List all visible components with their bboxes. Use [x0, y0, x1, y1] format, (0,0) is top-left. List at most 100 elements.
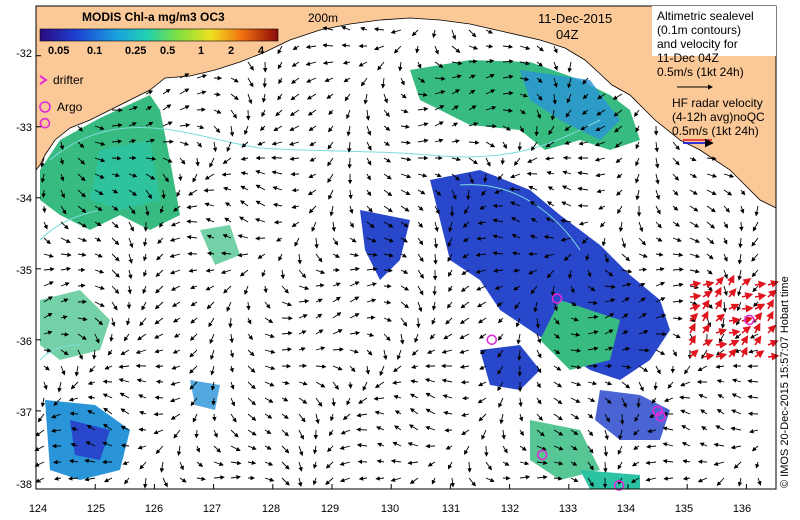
- altimetry-legend-line: (0.1m contours): [657, 23, 742, 37]
- velocity-arrow: [655, 237, 663, 242]
- velocity-arrow: [752, 285, 759, 293]
- velocity-arrow: [87, 380, 96, 386]
- velocity-arrow: [332, 365, 343, 371]
- velocity-arrow: [417, 138, 429, 144]
- velocity-arrow: [349, 221, 355, 228]
- velocity-arrow: [247, 317, 252, 325]
- velocity-arrow: [459, 364, 470, 369]
- velocity-arrow: [315, 364, 327, 369]
- velocity-arrow: [383, 189, 393, 197]
- velocity-arrow: [43, 312, 53, 319]
- velocity-arrow: [309, 157, 317, 162]
- velocity-arrow: [434, 105, 445, 111]
- velocity-arrow: [135, 349, 147, 355]
- velocity-arrow: [189, 349, 198, 358]
- velocity-arrow: [139, 317, 147, 327]
- velocity-arrow: [221, 251, 232, 256]
- velocity-arrow: [230, 109, 237, 119]
- velocity-arrow: [60, 205, 67, 215]
- velocity-arrow: [393, 394, 402, 400]
- velocity-arrow: [366, 237, 377, 243]
- y-tick-label: -37: [16, 407, 32, 419]
- velocity-arrow: [502, 59, 514, 64]
- velocity-arrow: [87, 395, 96, 400]
- velocity-arrow: [464, 205, 470, 215]
- velocity-arrow: [468, 105, 477, 111]
- velocity-arrow: [655, 349, 666, 355]
- velocity-arrow: [621, 237, 626, 249]
- velocity-arrow: [645, 460, 657, 465]
- velocity-arrow: [169, 253, 181, 258]
- velocity-arrow: [672, 282, 684, 288]
- velocity-arrow: [638, 237, 647, 246]
- velocity-arrow: [60, 349, 69, 356]
- velocity-arrow: [142, 237, 148, 247]
- velocity-arrow: [373, 45, 385, 51]
- velocity-arrow: [128, 189, 137, 196]
- velocity-arrow: [417, 77, 426, 83]
- velocity-arrow: [393, 365, 402, 373]
- velocity-arrow: [617, 461, 623, 470]
- velocity-arrow: [654, 141, 659, 153]
- velocity-arrow: [485, 89, 496, 95]
- velocity-arrow: [417, 237, 424, 246]
- velocity-arrow: [451, 89, 460, 95]
- velocity-arrow: [356, 412, 368, 418]
- velocity-arrow: [485, 477, 495, 483]
- velocity-arrow: [211, 397, 216, 406]
- velocity-arrow: [442, 394, 453, 399]
- velocity-arrow: [145, 138, 156, 143]
- velocity-arrow: [128, 106, 139, 111]
- velocity-arrow: [77, 205, 87, 213]
- velocity-arrow: [434, 61, 444, 68]
- velocity-arrow: [638, 348, 650, 353]
- velocity-arrow: [701, 426, 708, 431]
- velocity-arrow: [277, 93, 283, 101]
- velocity-arrow: [587, 477, 594, 487]
- velocity-arrow: [751, 269, 759, 278]
- velocity-arrow: [298, 299, 310, 304]
- velocity-arrow: [578, 221, 589, 226]
- velocity-arrow: [356, 427, 368, 432]
- hf-radar-arrow: [753, 322, 761, 334]
- velocity-arrow: [290, 93, 300, 101]
- velocity-arrow: [492, 218, 504, 223]
- hf-radar-arrow: [754, 292, 767, 301]
- velocity-arrow: [213, 125, 221, 133]
- velocity-arrow: [51, 428, 62, 433]
- velocity-arrow: [468, 173, 474, 184]
- velocity-arrow: [159, 205, 165, 214]
- velocity-arrow: [264, 349, 276, 354]
- hf-radar-arrow: [741, 304, 754, 313]
- velocity-arrow: [358, 61, 368, 67]
- velocity-arrow: [43, 267, 55, 272]
- argo-float-marker: [655, 411, 666, 422]
- velocity-arrow: [277, 45, 283, 55]
- velocity-arrow: [715, 425, 725, 431]
- velocity-arrow: [468, 477, 476, 487]
- velocity-arrow: [40, 173, 46, 183]
- hf-radar-arrow: [702, 280, 715, 289]
- velocity-arrow: [587, 300, 598, 306]
- velocity-arrow: [672, 189, 679, 196]
- hf-radar-arrow: [741, 325, 752, 334]
- velocity-arrow: [281, 429, 289, 437]
- velocity-arrow: [247, 349, 255, 357]
- velocity-arrow: [291, 61, 300, 67]
- velocity-arrow: [315, 413, 320, 425]
- velocity-arrow: [221, 172, 232, 177]
- velocity-arrow: [188, 268, 198, 273]
- velocity-arrow: [155, 269, 164, 278]
- velocity-arrow: [417, 106, 429, 112]
- velocity-arrow: [240, 200, 249, 207]
- velocity-arrow: [485, 59, 495, 64]
- velocity-arrow: [139, 461, 147, 470]
- velocity-arrow: [311, 221, 317, 232]
- velocity-arrow: [638, 253, 648, 258]
- velocity-arrow: [672, 316, 683, 321]
- velocity-arrow: [203, 188, 215, 193]
- velocity-arrow: [342, 413, 351, 421]
- velocity-arrow: [328, 189, 334, 200]
- velocity-arrow: [37, 413, 45, 423]
- velocity-arrow: [111, 317, 116, 327]
